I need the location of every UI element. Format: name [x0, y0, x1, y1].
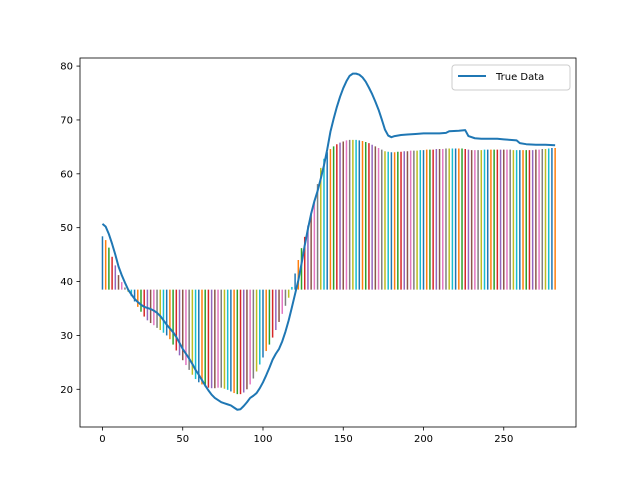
y-tick-label: 20 [60, 385, 73, 396]
x-tick-label: 50 [176, 434, 189, 445]
y-tick-label: 50 [60, 223, 73, 234]
y-tick-label: 80 [60, 62, 73, 73]
y-tick-label: 60 [60, 169, 73, 180]
x-tick-label: 0 [99, 434, 105, 445]
x-tick-label: 150 [334, 434, 353, 445]
plot-frame [79, 57, 577, 428]
true-data-line [101, 72, 556, 411]
prediction-bars [101, 139, 556, 395]
legend-label: True Data [495, 72, 544, 83]
y-tick-label: 30 [60, 331, 73, 342]
y-tick-label: 40 [60, 277, 73, 288]
x-tick-label: 250 [494, 434, 513, 445]
series-lines [101, 72, 556, 411]
legend: True Data [451, 64, 571, 91]
x-tick-label: 200 [414, 434, 433, 445]
y-axis-ticks: 20 30 40 50 60 70 80 [60, 62, 80, 396]
x-axis-ticks: 0 50 100 150 200 250 [99, 427, 513, 445]
x-tick-label: 100 [253, 434, 272, 445]
y-tick-label: 70 [60, 115, 73, 126]
legend-box [451, 64, 571, 91]
